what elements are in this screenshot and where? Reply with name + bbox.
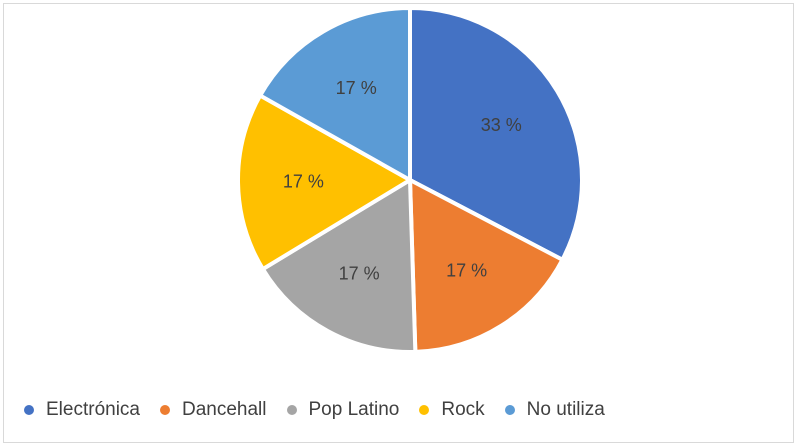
- pie-slice-dancehall: [407, 176, 566, 354]
- data-label: 17 %: [446, 260, 487, 280]
- data-label: 33 %: [481, 115, 522, 135]
- pie-chart: 33 % 17 % 17 % 17 % 17 %: [236, 5, 584, 354]
- data-label: 17 %: [339, 264, 380, 284]
- legend-marker-icon: [419, 405, 430, 415]
- legend-label: Electrónica: [46, 399, 140, 420]
- legend-label: Rock: [441, 399, 485, 420]
- legend-item: Dancehall: [160, 399, 267, 421]
- data-label: 17 %: [283, 172, 324, 192]
- legend-label: Pop Latino: [308, 399, 400, 420]
- legend-item: No utiliza: [504, 399, 605, 421]
- pie-slice-electrónica: [408, 5, 584, 263]
- legend-marker-icon: [504, 405, 515, 415]
- legend-marker-icon: [160, 405, 170, 415]
- legend-label: No utiliza: [526, 399, 605, 420]
- legend-label: Dancehall: [182, 399, 267, 420]
- legend: Electrónica Dancehall Pop Latino Rock No uti…: [24, 399, 625, 421]
- legend-item: Rock: [419, 399, 485, 421]
- pie-slice-no-utiliza: [257, 5, 412, 184]
- pie-slice-rock: [236, 92, 414, 272]
- legend-item: Pop Latino: [286, 399, 400, 421]
- pie-slice-pop-latino: [260, 176, 418, 354]
- data-label: 17 %: [336, 78, 377, 98]
- legend-marker-icon: [24, 405, 34, 415]
- legend-marker-icon: [286, 405, 297, 415]
- legend-item: Electrónica: [24, 399, 140, 421]
